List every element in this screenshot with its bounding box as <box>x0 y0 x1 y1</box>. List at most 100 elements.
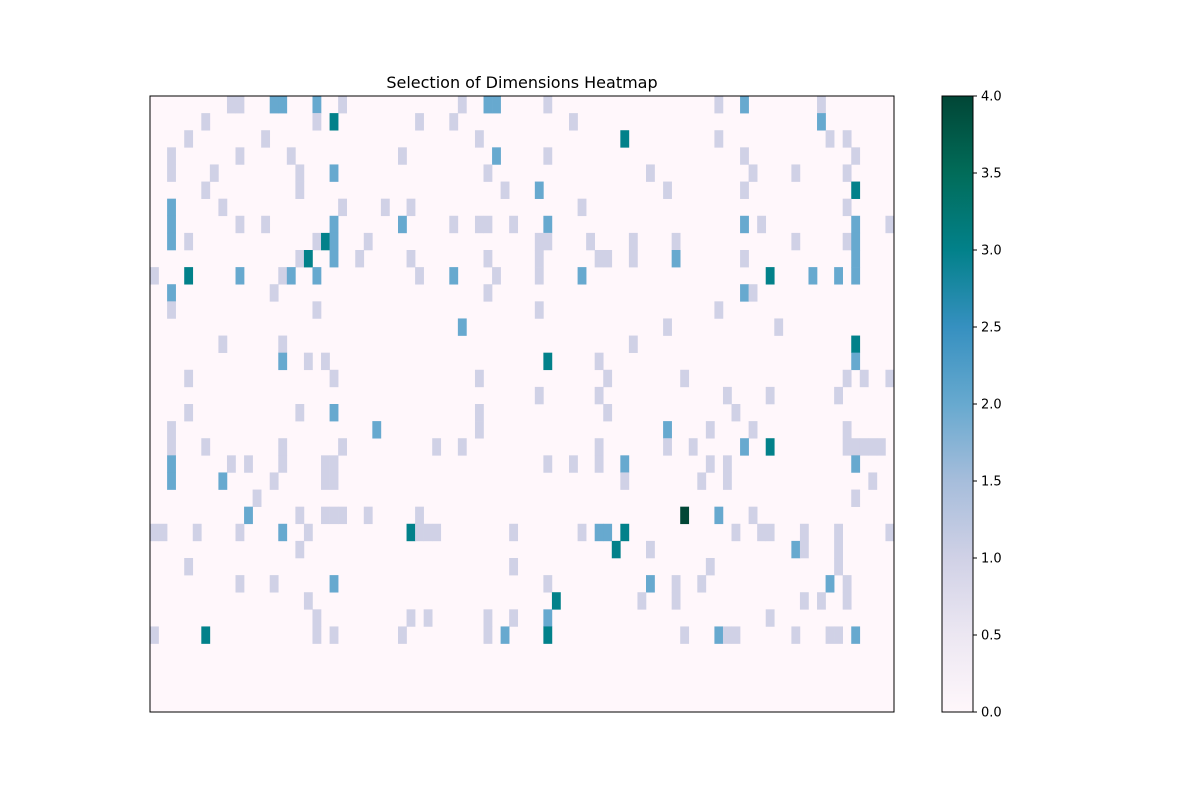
heatmap-cell <box>150 626 159 644</box>
heatmap-cell <box>697 575 707 593</box>
heatmap-cell <box>492 147 501 165</box>
heatmap-cell <box>286 267 296 285</box>
heatmap-cell <box>577 267 587 285</box>
heatmap-cell <box>321 232 330 251</box>
heatmap-cell <box>663 421 672 439</box>
heatmap-cell <box>534 386 544 405</box>
heatmap-cell <box>543 609 553 627</box>
heatmap-cell <box>765 609 775 627</box>
heatmap-cell <box>543 575 553 593</box>
colorbar-tick-label: 1.0 <box>981 552 1002 567</box>
heatmap-cell <box>150 523 159 542</box>
heatmap-cell <box>731 523 741 542</box>
heatmap-cell <box>834 558 843 576</box>
heatmap-cell <box>714 130 724 148</box>
heatmap-cell <box>321 506 330 525</box>
heatmap-cell <box>859 438 869 456</box>
heatmap-cell <box>851 181 861 199</box>
heatmap-cell <box>329 626 339 644</box>
heatmap-cell <box>594 523 604 542</box>
heatmap-cell <box>714 506 724 525</box>
heatmap-cell <box>415 113 424 131</box>
heatmap-cell <box>817 592 826 610</box>
heatmap-cell <box>423 523 433 542</box>
heatmap-cell <box>329 232 339 251</box>
heatmap-cell <box>218 198 228 217</box>
heatmap-cell <box>286 147 296 165</box>
heatmap-cell <box>321 352 330 371</box>
heatmap-cell <box>226 455 236 473</box>
heatmap-cell <box>474 215 484 234</box>
heatmap-cell <box>842 575 852 593</box>
heatmap-cell <box>278 267 288 285</box>
heatmap-cell <box>312 609 322 627</box>
heatmap-cell <box>303 250 313 268</box>
heatmap-cell <box>586 232 595 251</box>
heatmap-cell <box>329 575 339 593</box>
heatmap-cell <box>338 96 347 114</box>
heatmap-cell <box>423 609 433 627</box>
heatmap-cell <box>295 506 305 525</box>
heatmap-cell <box>722 626 732 644</box>
heatmap-cell <box>226 96 236 114</box>
plot-frame <box>149 95 895 713</box>
heatmap-cell <box>184 558 194 576</box>
heatmap-cell <box>791 232 801 251</box>
heatmap-cell <box>492 267 501 285</box>
heatmap-cell <box>150 267 159 285</box>
heatmap-cell <box>355 250 365 268</box>
heatmap-cell <box>303 352 313 371</box>
heatmap-cell <box>834 267 843 285</box>
heatmap-cell <box>380 198 390 217</box>
heatmap-cell <box>184 130 194 148</box>
heatmap-cell <box>303 592 313 610</box>
heatmap-cell <box>278 335 288 353</box>
colorbar-tick-label: 2.0 <box>981 398 1002 413</box>
heatmap-cell <box>509 609 519 627</box>
heatmap-cell <box>269 472 279 490</box>
heatmap-cell <box>329 113 339 131</box>
heatmap-cell <box>278 455 288 473</box>
heatmap-cell <box>603 404 613 422</box>
heatmap-cell <box>569 455 578 473</box>
heatmap-cell <box>167 164 176 182</box>
heatmap-cell <box>799 540 809 559</box>
heatmap-cell <box>312 301 322 319</box>
heatmap-cell <box>398 626 407 644</box>
heatmap-cell <box>312 232 322 251</box>
heatmap-cell <box>312 267 322 285</box>
heatmap-cell <box>851 250 861 268</box>
heatmap-cell <box>851 438 861 456</box>
heatmap-cell <box>338 438 347 456</box>
heatmap-cell <box>851 335 861 353</box>
heatmap-cell <box>714 96 724 114</box>
heatmap-cell <box>261 215 271 234</box>
heatmap-cell <box>449 215 459 234</box>
heatmap-cell <box>731 626 741 644</box>
heatmap-cell <box>705 455 715 473</box>
heatmap-cell <box>748 506 758 525</box>
heatmap-cell <box>722 455 732 473</box>
heatmap-cell <box>765 386 775 405</box>
heatmap-cell <box>449 113 459 131</box>
heatmap-cell <box>851 352 861 371</box>
heatmap-cell <box>167 215 176 234</box>
heatmap-cell <box>842 164 852 182</box>
heatmap-cell <box>483 164 493 182</box>
heatmap-cell <box>842 369 852 388</box>
heatmap-cell <box>680 626 690 644</box>
heatmap-cell <box>449 267 459 285</box>
heatmap-cell <box>483 284 493 302</box>
heatmap-cell <box>509 523 519 542</box>
heatmap-cell <box>868 438 878 456</box>
heatmap-cell <box>876 438 886 456</box>
heatmap-cell <box>167 472 176 490</box>
heatmap-cell <box>748 284 758 302</box>
heatmap-cell <box>534 181 544 199</box>
heatmap-cell <box>705 558 715 576</box>
heatmap-cell <box>611 540 621 559</box>
heatmap-cell <box>321 455 330 473</box>
heatmap-cell <box>722 472 732 490</box>
heatmap-cell <box>885 369 895 388</box>
